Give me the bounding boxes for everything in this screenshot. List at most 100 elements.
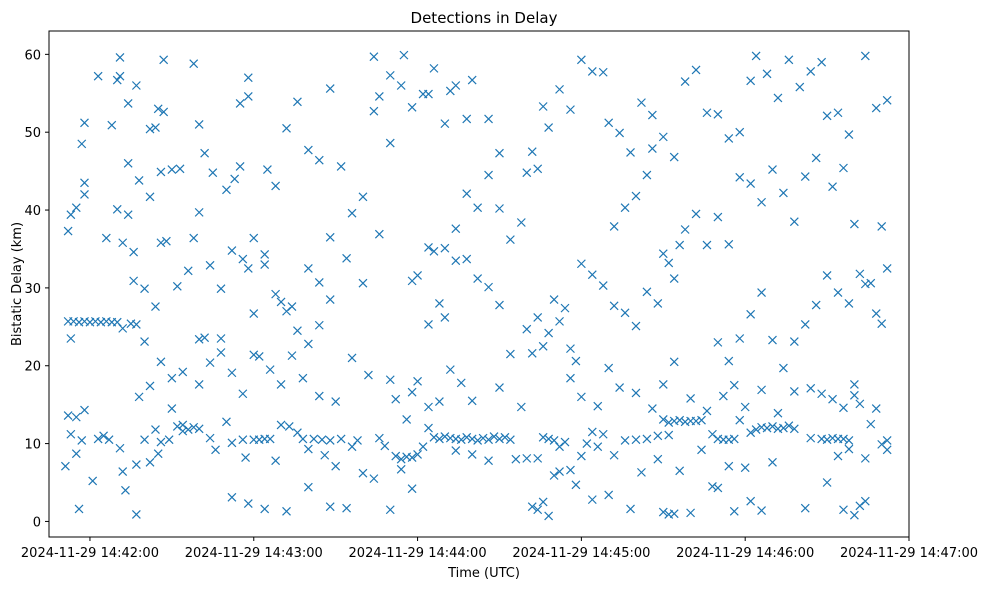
detection-point [844, 444, 854, 454]
detection-point [833, 108, 843, 118]
detection-point [828, 182, 837, 192]
detection-point [773, 408, 783, 418]
detection-point [576, 259, 586, 269]
detection-point [844, 436, 854, 445]
detection-point [325, 502, 335, 512]
detection-point [631, 191, 641, 201]
detection-point [544, 511, 554, 521]
detection-point [205, 433, 215, 443]
detection-point [598, 429, 608, 439]
detection-point [121, 485, 130, 495]
detection-point [773, 93, 783, 103]
detection-point [287, 351, 297, 361]
detection-point [178, 420, 188, 430]
detection-point [429, 432, 439, 442]
detection-point [407, 484, 417, 494]
y-tick-label: 10 [24, 438, 41, 453]
detection-point [746, 309, 756, 319]
detection-point [243, 499, 253, 508]
detection-point [88, 476, 98, 486]
detection-point [271, 181, 281, 191]
detection-point [380, 441, 390, 451]
detection-point [222, 417, 231, 427]
detection-point [129, 276, 139, 286]
detection-point [789, 387, 799, 396]
detection-point [134, 176, 144, 185]
detection-point [631, 435, 641, 445]
detection-point [746, 76, 756, 86]
detection-point [303, 339, 313, 349]
detection-point [882, 445, 892, 455]
detection-point [768, 422, 777, 431]
detection-point [505, 235, 515, 245]
detection-point [451, 446, 461, 456]
detection-point [505, 435, 515, 445]
detection-point [708, 481, 717, 491]
detection-point [473, 203, 483, 213]
detection-point [434, 397, 444, 406]
detection-point [115, 53, 125, 62]
detection-point [544, 328, 554, 338]
detection-point [702, 108, 712, 118]
detection-point [293, 326, 302, 336]
detection-point [249, 309, 259, 319]
detection-point [235, 162, 245, 171]
detection-point [620, 436, 630, 445]
detection-point [484, 435, 493, 445]
detection-point [407, 387, 417, 397]
detection-point [511, 454, 521, 464]
detection-point [134, 392, 144, 402]
detection-point [735, 172, 745, 182]
detection-point [227, 492, 237, 502]
detection-point [735, 127, 745, 137]
detection-point [598, 67, 608, 77]
detection-point [303, 145, 313, 155]
detection-point [653, 299, 663, 308]
detection-point [658, 415, 668, 424]
detection-point [647, 404, 657, 413]
detection-point [216, 284, 226, 294]
detection-point [151, 425, 160, 434]
detection-point [478, 433, 488, 443]
detection-point [172, 281, 182, 291]
detection-point [413, 271, 422, 280]
detection-point [156, 167, 166, 177]
detection-point [675, 415, 685, 425]
detection-point [402, 415, 412, 424]
detection-point [418, 442, 428, 452]
detection-point [702, 406, 712, 416]
detection-point [317, 435, 327, 445]
detection-point [484, 114, 493, 124]
detection-point [844, 130, 854, 139]
detection-point [80, 190, 89, 199]
detection-point [871, 404, 881, 413]
detection-point [336, 434, 346, 444]
detection-point [473, 436, 483, 445]
detection-point [538, 497, 548, 507]
detection-point [495, 383, 504, 392]
detection-point [358, 192, 368, 202]
detection-point [882, 264, 892, 273]
detection-point [156, 357, 166, 367]
detection-point [860, 51, 870, 61]
detection-point [538, 102, 548, 111]
detection-point [664, 430, 674, 440]
detection-point [391, 451, 401, 461]
detection-point [866, 278, 876, 288]
detection-point [347, 442, 357, 452]
detection-point [71, 203, 81, 213]
detection-point [80, 178, 89, 188]
detection-point [522, 324, 532, 334]
detection-point [178, 367, 188, 377]
detection-point [669, 152, 679, 162]
detection-point [429, 246, 439, 256]
detection-point [778, 188, 788, 198]
detection-point [849, 510, 859, 520]
detection-point [413, 376, 422, 386]
detection-point [806, 67, 816, 76]
y-tick-label: 20 [24, 360, 41, 375]
detection-point [626, 504, 635, 514]
detection-point [271, 456, 281, 466]
detection-point [260, 260, 270, 269]
